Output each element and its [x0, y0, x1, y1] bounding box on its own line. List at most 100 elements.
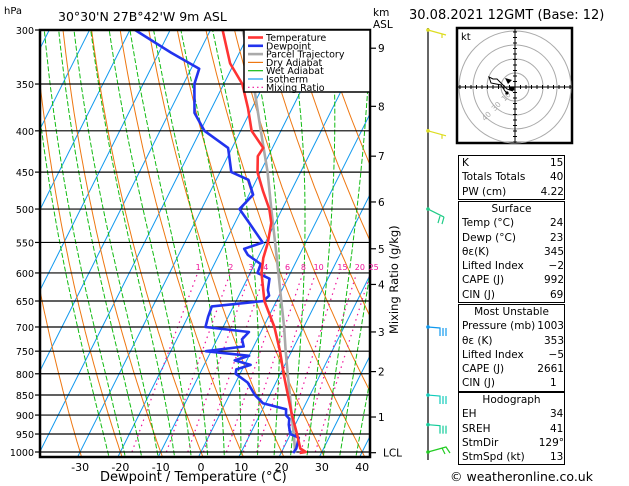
temperature-tick-label: -10: [152, 461, 170, 474]
row-value: 2661: [537, 363, 564, 376]
dry-adiabat-line: [119, 30, 245, 457]
wet-adiabat-line: [58, 30, 143, 457]
table-row: Lifted Index −2: [459, 259, 564, 273]
km-tick-label: 7: [378, 151, 385, 163]
row-label: CIN (J): [462, 377, 495, 390]
pressure-tick-label: 950: [16, 430, 34, 441]
mixing-ratio-label: 10: [314, 263, 324, 272]
table-row: Dewp (°C) 23: [459, 231, 564, 245]
isotherm-line: [76, 30, 292, 457]
pressure-tick-label: 750: [16, 347, 34, 358]
row-value: 34: [550, 408, 564, 421]
table-row: StmDir 129°: [459, 436, 564, 450]
pressure-tick-label: 850: [16, 391, 34, 402]
temperature-tick-label: 0: [198, 461, 205, 474]
legend-entry: Mixing Ratio: [266, 83, 325, 94]
dry-adiabat-line: [62, 30, 164, 457]
mixing-ratio-line: [225, 272, 288, 453]
barb-flag: [441, 447, 446, 455]
pressure-tick-label: 350: [16, 80, 34, 91]
index-label: Totals Totals: [462, 171, 526, 184]
km-tick-label: 6: [378, 197, 385, 209]
temperature-tick-label: 30: [315, 461, 329, 474]
mixing-ratio-label: 6: [285, 263, 290, 272]
row-value: 41: [550, 422, 564, 435]
mixing-ratio-line: [300, 272, 358, 453]
wet-adiabat-line: [339, 269, 370, 457]
index-value: 40: [550, 171, 564, 184]
temperature-tick-label: 20: [275, 461, 289, 474]
isotherm-line: [318, 354, 370, 457]
wet-adiabat-line: [153, 30, 225, 457]
km-tick-labels: 9 8 7 6 5 4 3 2 1 LCL: [370, 43, 402, 460]
row-label: Dewp (°C): [462, 231, 516, 244]
wet-adiabat-line: [212, 30, 260, 457]
asl-unit-label: ASL: [373, 19, 393, 31]
copyright-footer: © weatheronline.co.uk: [450, 469, 594, 484]
wind-barb: [426, 325, 447, 336]
index-row-k: K 15: [459, 156, 564, 170]
barb-shaft: [427, 394, 441, 405]
datetime-title: 30.08.2021 12GMT (Base: 12): [409, 8, 604, 23]
row-label: Pressure (mb): [462, 320, 536, 333]
index-row-pw: PW (cm) 4.22: [459, 185, 564, 199]
table-row: CAPE (J) 992: [459, 273, 564, 287]
row-value: 353: [543, 334, 564, 347]
isotherm-line: [40, 30, 171, 292]
km-tick-label: 3: [378, 327, 385, 339]
legend-entry: Dewpoint: [266, 41, 311, 52]
index-row-tt: Totals Totals 40: [459, 170, 564, 184]
row-value: 24: [550, 217, 564, 230]
mixing-ratio-label: 2: [228, 263, 233, 272]
dry-adiabat-line: [40, 287, 83, 457]
pressure-tick-labels: 300 350 400 450 500 550 600 650 700 750 800 850 900 9…: [10, 26, 34, 459]
isotherm-line: [40, 30, 131, 211]
pressure-tick-label: 700: [16, 323, 34, 334]
table-row: θε(K) 345: [459, 245, 564, 259]
row-value: 992: [543, 274, 564, 287]
pressure-tick-label: 800: [16, 370, 34, 381]
wind-barb: [426, 422, 447, 434]
row-value: −5: [548, 348, 564, 361]
pressure-unit-label: hPa: [4, 6, 22, 17]
row-label: Lifted Index: [462, 260, 524, 273]
index-value: 15: [550, 157, 564, 169]
table-row: EH 34: [459, 407, 564, 421]
row-label: StmDir: [462, 436, 499, 449]
row-value: 1003: [537, 320, 564, 333]
pressure-tick-label: 900: [16, 411, 34, 422]
km-tick-label: 2: [378, 367, 385, 379]
wet-adiabat-line: [40, 113, 110, 457]
mixing-ratio-label: 1: [196, 263, 201, 272]
barb-shaft: [427, 326, 441, 336]
temperature-tick-labels: -30 -20 -10 0 10 20 30 40: [71, 461, 369, 474]
table-row: SREH 41: [459, 422, 564, 436]
pressure-tick-label: 550: [16, 238, 34, 249]
most-unstable-table: Most Unstable Pressure (mb) 1003 θε (K) 353…: [458, 304, 565, 392]
mixing-ratio-label: 8: [301, 263, 306, 272]
hodograph-trace: [488, 76, 514, 94]
wet-adiabat-line: [73, 30, 159, 457]
row-value: 69: [550, 288, 564, 301]
row-label: StmSpd (kt): [462, 451, 525, 464]
mixing-ratio-label: 15: [337, 263, 347, 272]
barb-flag: [437, 215, 441, 224]
mixing-ratio-label: 3: [248, 263, 253, 272]
row-value: 23: [550, 231, 564, 244]
row-value: 13: [550, 451, 564, 464]
isotherm-line: [0, 18, 15, 469]
dry-adiabat-line: [40, 79, 123, 457]
hodograph-table-title: Hodograph: [482, 394, 541, 406]
surface-table: Surface Temp (°C) 24 Dewp (°C) 23 θε(K) 345 Li…: [458, 201, 565, 304]
barb-shaft: [427, 130, 447, 137]
temperature-tick-label: -30: [71, 461, 89, 474]
wind-barb: [426, 28, 447, 38]
km-unit-label: km: [373, 7, 389, 19]
table-row: Pressure (mb) 1003: [459, 319, 564, 333]
km-tick-label: LCL: [383, 448, 402, 460]
wind-barb: [426, 393, 447, 405]
mixing-ratio-line: [314, 272, 370, 453]
row-label: SREH: [462, 422, 491, 435]
wet-adiabat-line: [355, 377, 370, 457]
table-row: CIN (J) 69: [459, 288, 564, 302]
